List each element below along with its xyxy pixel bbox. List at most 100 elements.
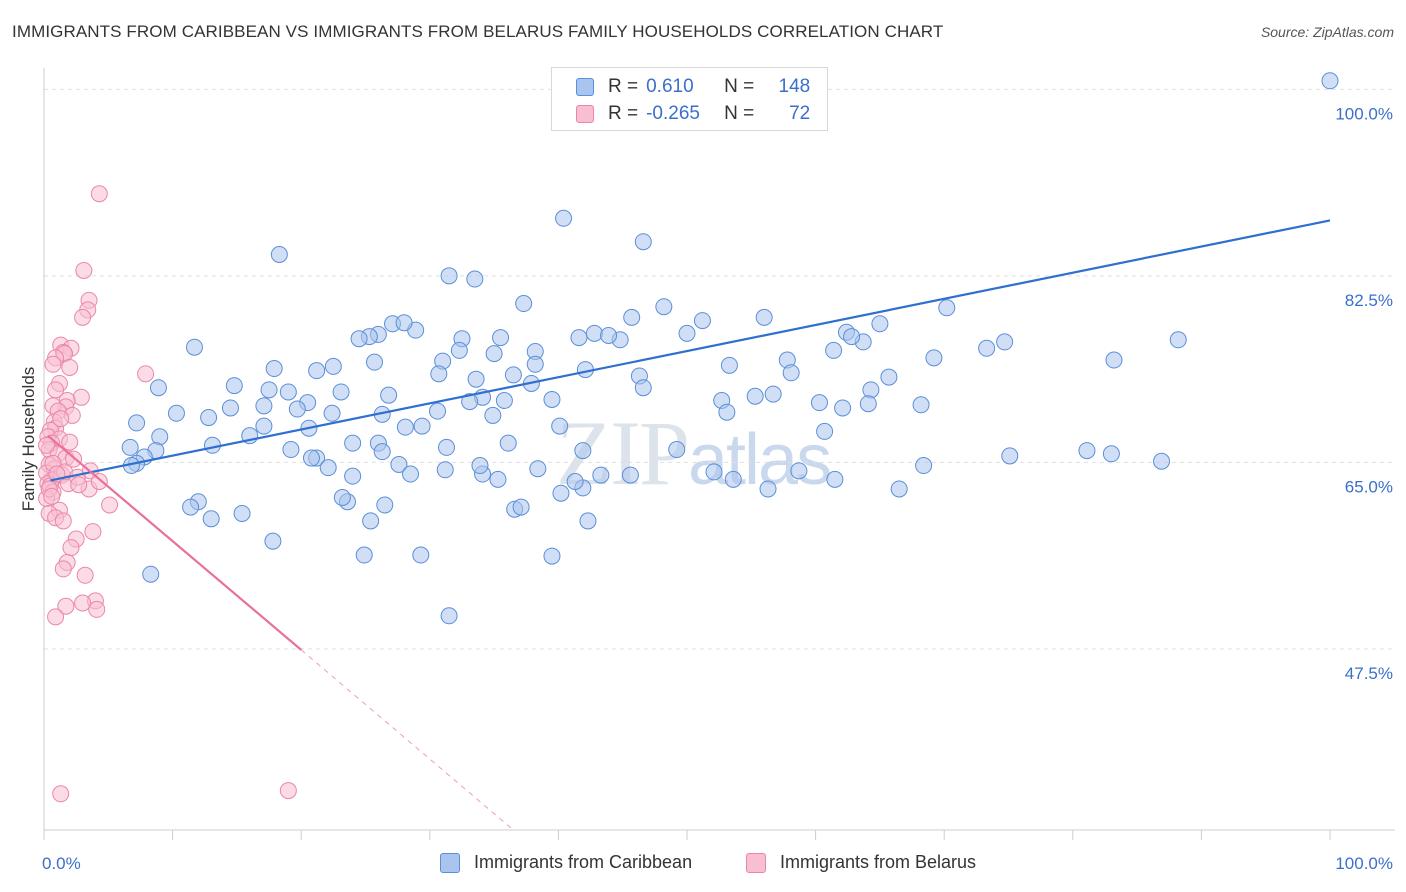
caribbean-point[interactable] bbox=[402, 465, 420, 483]
caribbean-point[interactable] bbox=[279, 383, 297, 401]
caribbean-point[interactable] bbox=[489, 470, 507, 488]
caribbean-point[interactable] bbox=[362, 512, 380, 530]
caribbean-point[interactable] bbox=[221, 399, 239, 417]
belarus-point[interactable] bbox=[70, 476, 88, 494]
caribbean-point[interactable] bbox=[288, 400, 306, 418]
caribbean-point[interactable] bbox=[350, 330, 368, 348]
caribbean-point[interactable] bbox=[282, 441, 300, 459]
belarus-point[interactable] bbox=[54, 560, 72, 578]
caribbean-point[interactable] bbox=[585, 324, 603, 342]
caribbean-point[interactable] bbox=[810, 394, 828, 412]
belarus-point[interactable] bbox=[52, 410, 70, 428]
belarus-point[interactable] bbox=[101, 496, 119, 514]
caribbean-point[interactable] bbox=[344, 467, 362, 485]
caribbean-point[interactable] bbox=[724, 470, 742, 488]
caribbean-point[interactable] bbox=[825, 341, 843, 359]
caribbean-point[interactable] bbox=[880, 368, 898, 386]
caribbean-point[interactable] bbox=[759, 480, 777, 498]
caribbean-point[interactable] bbox=[915, 457, 933, 475]
caribbean-point[interactable] bbox=[302, 449, 320, 467]
caribbean-point[interactable] bbox=[938, 299, 956, 317]
caribbean-point[interactable] bbox=[552, 484, 570, 502]
legend-item-belarus[interactable]: Immigrants from Belarus bbox=[746, 852, 976, 873]
caribbean-point[interactable] bbox=[225, 377, 243, 395]
belarus-point[interactable] bbox=[57, 597, 75, 615]
belarus-point[interactable] bbox=[74, 594, 92, 612]
caribbean-point[interactable] bbox=[621, 466, 639, 484]
caribbean-point[interactable] bbox=[859, 395, 877, 413]
caribbean-point[interactable] bbox=[202, 510, 220, 528]
caribbean-point[interactable] bbox=[308, 362, 326, 380]
belarus-point[interactable] bbox=[61, 433, 79, 451]
caribbean-point[interactable] bbox=[492, 329, 510, 347]
source-label[interactable]: Source: ZipAtlas.com bbox=[1260, 24, 1394, 40]
caribbean-point[interactable] bbox=[471, 457, 489, 475]
caribbean-point[interactable] bbox=[467, 370, 485, 388]
caribbean-point[interactable] bbox=[693, 312, 711, 330]
caribbean-point[interactable] bbox=[1169, 331, 1187, 349]
caribbean-point[interactable] bbox=[185, 338, 203, 356]
caribbean-point[interactable] bbox=[655, 298, 673, 316]
belarus-point[interactable] bbox=[52, 785, 70, 803]
legend-item-caribbean[interactable]: Immigrants from Caribbean bbox=[440, 852, 692, 873]
caribbean-point[interactable] bbox=[495, 392, 513, 410]
caribbean-point[interactable] bbox=[323, 404, 341, 422]
belarus-point[interactable] bbox=[279, 782, 297, 800]
caribbean-point[interactable] bbox=[678, 324, 696, 342]
caribbean-point[interactable] bbox=[440, 267, 458, 285]
caribbean-point[interactable] bbox=[380, 386, 398, 404]
caribbean-point[interactable] bbox=[515, 295, 533, 313]
caribbean-point[interactable] bbox=[436, 461, 454, 479]
caribbean-point[interactable] bbox=[440, 607, 458, 625]
caribbean-point[interactable] bbox=[450, 341, 468, 359]
belarus-point[interactable] bbox=[84, 523, 102, 541]
caribbean-point[interactable] bbox=[430, 365, 448, 383]
caribbean-point[interactable] bbox=[890, 480, 908, 498]
belarus-point[interactable] bbox=[47, 608, 65, 626]
caribbean-point[interactable] bbox=[996, 333, 1014, 351]
caribbean-point[interactable] bbox=[128, 414, 146, 432]
belarus-point[interactable] bbox=[137, 365, 155, 383]
caribbean-point[interactable] bbox=[324, 357, 342, 375]
caribbean-point[interactable] bbox=[790, 462, 808, 480]
caribbean-point[interactable] bbox=[592, 466, 610, 484]
caribbean-point[interactable] bbox=[718, 403, 736, 421]
caribbean-point[interactable] bbox=[332, 383, 350, 401]
caribbean-point[interactable] bbox=[529, 460, 547, 478]
caribbean-point[interactable] bbox=[1078, 442, 1096, 460]
caribbean-point[interactable] bbox=[182, 498, 200, 516]
caribbean-point[interactable] bbox=[834, 399, 852, 417]
belarus-point[interactable] bbox=[54, 512, 72, 530]
caribbean-point[interactable] bbox=[264, 532, 282, 550]
caribbean-point[interactable] bbox=[504, 366, 522, 384]
caribbean-point[interactable] bbox=[543, 390, 561, 408]
caribbean-point[interactable] bbox=[149, 379, 167, 397]
caribbean-point[interactable] bbox=[1321, 72, 1339, 90]
caribbean-point[interactable] bbox=[373, 443, 391, 461]
caribbean-point[interactable] bbox=[142, 565, 160, 583]
belarus-point[interactable] bbox=[88, 600, 106, 618]
caribbean-point[interactable] bbox=[634, 233, 652, 251]
caribbean-point[interactable] bbox=[543, 547, 561, 565]
belarus-point[interactable] bbox=[76, 566, 94, 584]
caribbean-point[interactable] bbox=[764, 385, 782, 403]
caribbean-point[interactable] bbox=[438, 438, 456, 456]
belarus-point[interactable] bbox=[74, 308, 92, 326]
caribbean-point[interactable] bbox=[782, 364, 800, 382]
caribbean-point[interactable] bbox=[270, 246, 288, 264]
caribbean-point[interactable] bbox=[466, 270, 484, 288]
caribbean-point[interactable] bbox=[1001, 447, 1019, 465]
caribbean-point[interactable] bbox=[395, 314, 413, 332]
caribbean-point[interactable] bbox=[1102, 445, 1120, 463]
caribbean-point[interactable] bbox=[233, 504, 251, 522]
caribbean-point[interactable] bbox=[167, 404, 185, 422]
caribbean-point[interactable] bbox=[429, 402, 447, 420]
belarus-point[interactable] bbox=[62, 539, 80, 557]
caribbean-point[interactable] bbox=[668, 441, 686, 459]
caribbean-point[interactable] bbox=[862, 381, 880, 399]
caribbean-point[interactable] bbox=[121, 438, 139, 456]
caribbean-point[interactable] bbox=[484, 406, 502, 424]
caribbean-point[interactable] bbox=[366, 353, 384, 371]
caribbean-point[interactable] bbox=[1105, 351, 1123, 369]
caribbean-point[interactable] bbox=[376, 496, 394, 514]
